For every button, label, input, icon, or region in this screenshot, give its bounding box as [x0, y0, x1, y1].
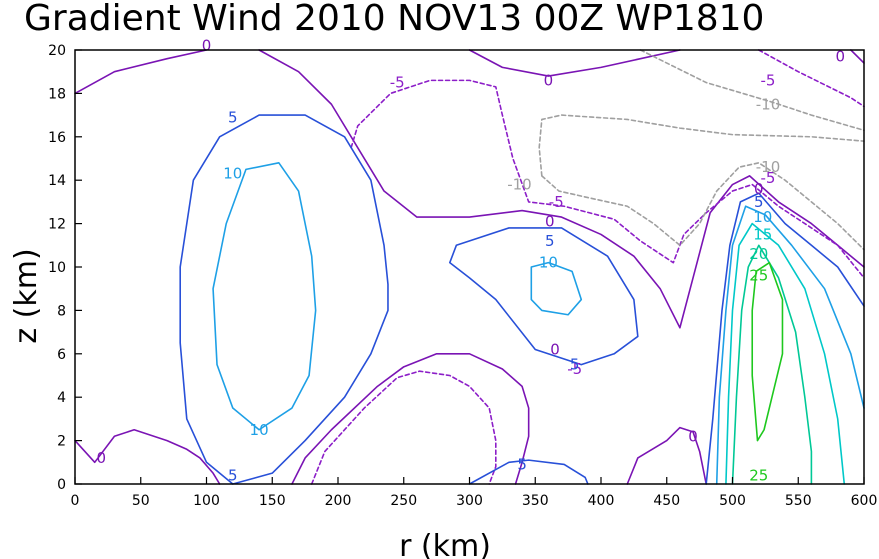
- contour-label-18: 15: [753, 225, 772, 243]
- contour-line-0-6: [626, 426, 707, 485]
- x-axis: 0 50 100 150 200 250 300 350 400 450 500 550 600: [71, 477, 878, 509]
- x-tick-label-600: 600: [851, 493, 878, 509]
- contour-label-14: -5: [761, 169, 776, 187]
- contour-label-8: -10: [507, 176, 532, 194]
- contour-line-20-21: [731, 244, 813, 485]
- contour-line--10-11: [538, 114, 865, 177]
- contour-label-2: 0: [836, 48, 846, 66]
- contour-label-5: -10: [756, 95, 781, 113]
- x-tick-label-400: 400: [588, 493, 615, 509]
- y-tick-label-12: 12: [48, 217, 66, 233]
- contour-line-5-13: [179, 114, 389, 485]
- y-axis-label: z (km): [9, 248, 44, 343]
- contour-line-15-20: [725, 222, 846, 485]
- x-tick-label-100: 100: [193, 493, 220, 509]
- contour-label-28: 5: [228, 466, 238, 484]
- contour-label-17: 10: [753, 208, 772, 226]
- y-tick-label-0: 0: [57, 477, 66, 493]
- plot-frame: [74, 49, 865, 485]
- y-tick-label-6: 6: [57, 347, 66, 363]
- y-tick-label-4: 4: [57, 390, 66, 406]
- contour-label-29: 25: [749, 466, 768, 484]
- y-tick-label-2: 2: [57, 434, 66, 450]
- y-tick-label-14: 14: [48, 173, 66, 189]
- contour-line-0-0: [74, 49, 208, 95]
- contour-label-20: 25: [749, 267, 768, 285]
- contour-label-7: 10: [223, 165, 242, 183]
- contour-line--5-8: [758, 49, 865, 108]
- contour-line--10-10: [639, 49, 865, 132]
- x-tick-label-550: 550: [785, 493, 812, 509]
- x-axis-label: r (km): [399, 529, 491, 559]
- contour-line-0-2: [468, 49, 681, 77]
- contour-line-0-1: [258, 49, 865, 329]
- y-tick-label-8: 8: [57, 303, 66, 319]
- x-tick-label-150: 150: [259, 493, 286, 509]
- contour-label-9: -5: [549, 193, 564, 211]
- contour-label-23: 5: [570, 356, 580, 374]
- x-tick-label-0: 0: [71, 493, 80, 509]
- contour-line--5-9: [310, 370, 497, 485]
- chart-title: Gradient Wind 2010 NOV13 00Z WP1810: [24, 0, 764, 39]
- contour-label-26: 0: [97, 449, 107, 467]
- contour-label-21: 0: [550, 340, 560, 358]
- contour-label-22: -5: [567, 360, 582, 378]
- contour-line--5-7: [350, 79, 865, 279]
- contour-label-0: 0: [202, 37, 212, 55]
- x-tick-label-350: 350: [522, 493, 549, 509]
- contour-label-27: 5: [517, 455, 527, 473]
- contour-label-15: 0: [754, 180, 764, 198]
- contour-line-5-16: [705, 192, 865, 485]
- contour-line-10-17: [212, 162, 317, 431]
- x-tick-label-50: 50: [132, 493, 150, 509]
- x-tick-label-200: 200: [325, 493, 352, 509]
- contour-label-25: 0: [688, 427, 698, 445]
- contour-line-5-15: [468, 459, 589, 485]
- plot-area: 000-5 -5-10510-10-50510-10-505101520250-5…: [74, 37, 865, 485]
- y-axis: 0 2 4 6 8 10 12 14 16 18 20: [48, 43, 82, 493]
- y-tick-label-18: 18: [48, 86, 66, 102]
- contour-label-1: 0: [544, 71, 554, 89]
- contour-line-0-4: [74, 428, 221, 485]
- x-tick-label-500: 500: [719, 493, 746, 509]
- contour-label-12: 10: [539, 254, 558, 272]
- contour-label-3: -5: [390, 74, 405, 92]
- x-tick-label-300: 300: [456, 493, 483, 509]
- contour-line--10-12: [541, 162, 865, 251]
- y-tick-label-20: 20: [48, 43, 66, 59]
- contour-label-13: -10: [756, 158, 781, 176]
- contour-label-24: 10: [250, 421, 269, 439]
- contour-label-4: -5: [761, 71, 776, 89]
- x-tick-label-250: 250: [390, 493, 417, 509]
- contour-line-0-5: [291, 353, 530, 485]
- contour-label-10: 0: [545, 212, 555, 230]
- contour-label-19: 20: [749, 245, 768, 263]
- contour-line-10-19: [715, 205, 865, 485]
- contour-label-11: 5: [545, 232, 555, 250]
- y-tick-label-10: 10: [48, 260, 66, 276]
- contour-line-25-22: [751, 261, 784, 442]
- contour-line-10-18: [530, 261, 583, 316]
- y-tick-label-16: 16: [48, 130, 66, 146]
- contour-label-16: 5: [754, 193, 764, 211]
- contour-line-0-3: [850, 49, 865, 64]
- contour-label-6: 5: [228, 108, 238, 126]
- contour-line-5-14: [448, 227, 639, 366]
- x-tick-label-450: 450: [653, 493, 680, 509]
